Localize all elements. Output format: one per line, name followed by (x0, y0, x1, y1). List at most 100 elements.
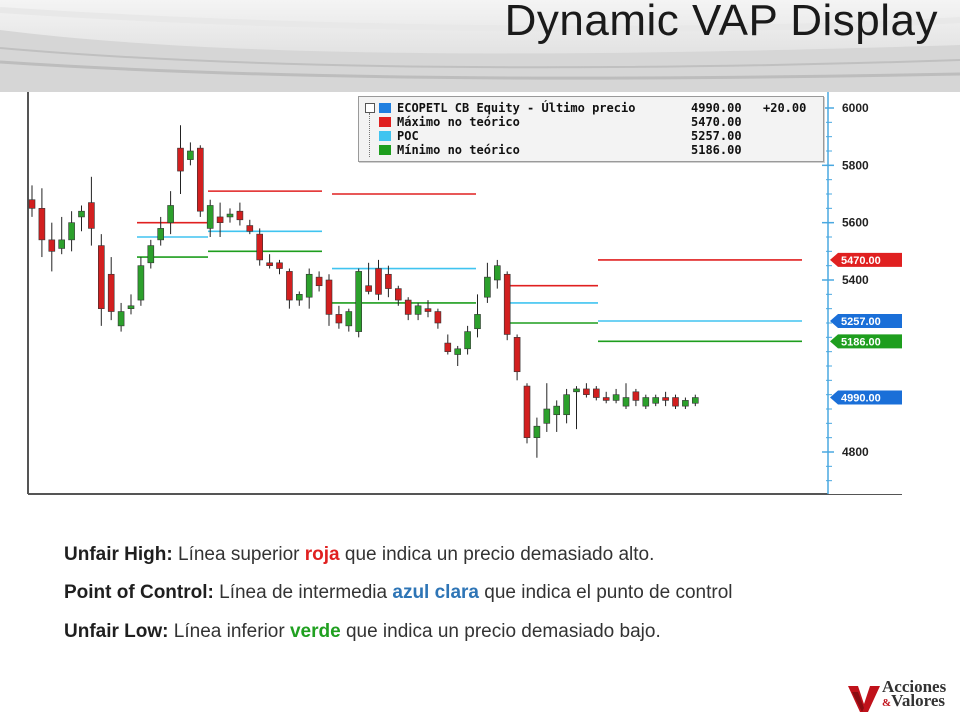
candle-body (642, 397, 650, 407)
candle-body (365, 285, 372, 292)
candle-body (38, 208, 46, 241)
desc-keyword-blue: azul clara (392, 582, 479, 603)
candle-body (691, 397, 699, 404)
candle-body (464, 331, 471, 350)
candle-body (474, 314, 481, 330)
desc-unfair-low: Unfair Low: Línea inferior verde que ind… (64, 621, 661, 643)
candle-body (98, 245, 105, 309)
legend-name: ECOPETL CB Equity - Último precio (397, 101, 636, 115)
y-tick-label: 4800 (842, 445, 869, 459)
candle-body (375, 268, 382, 295)
candle-body (573, 388, 580, 393)
candle-body (147, 245, 155, 264)
company-logo: Acciones &Valores (846, 678, 946, 716)
candle-body (523, 385, 531, 438)
candle-body (246, 225, 254, 232)
price-tag (830, 334, 902, 349)
candle-body (107, 273, 115, 312)
candle-body (197, 147, 204, 212)
candle-body (177, 147, 184, 172)
legend-value: 4990.00 (691, 101, 742, 115)
collapse-icon[interactable] (365, 103, 375, 113)
candle-body (612, 394, 620, 401)
candle-body (682, 400, 689, 407)
candle-body (553, 405, 561, 416)
candle-body (206, 205, 214, 229)
candle-body (404, 299, 412, 315)
y-tick-label: 5800 (842, 158, 869, 172)
candle-body (266, 262, 273, 266)
candle-body (652, 397, 660, 404)
tree-connector (369, 113, 371, 157)
candle-body (503, 273, 511, 335)
desc-text: que indica el punto de control (478, 582, 733, 603)
legend-value: 5257.00 (691, 129, 742, 143)
candle-body (602, 397, 610, 401)
candle-body (484, 276, 491, 298)
candle-body (583, 388, 590, 395)
candle-body (385, 273, 392, 289)
candle-body (543, 408, 551, 424)
legend-swatch (379, 117, 391, 127)
candle-body (256, 233, 264, 261)
desc-label: Unfair High: (64, 544, 173, 565)
candle-body (434, 311, 442, 324)
candle-body (315, 276, 323, 287)
candle-body (424, 308, 432, 312)
price-tag (830, 252, 902, 267)
desc-keyword-green: verde (289, 621, 341, 642)
y-tick-label: 6000 (842, 101, 869, 115)
candle-body (226, 213, 234, 218)
logo-line1: Acciones (882, 677, 947, 696)
price-tag-label: 5257.00 (841, 316, 881, 328)
header-band (0, 0, 960, 92)
candle-body (127, 305, 135, 309)
candle-body (533, 425, 541, 438)
logo-amp: & (882, 697, 892, 709)
candle-body (513, 337, 521, 373)
legend-change: +20.00 (763, 101, 807, 115)
chart-legend: ECOPETL CB Equity - Último precio 4990.0… (358, 96, 824, 162)
desc-text: Línea superior (172, 544, 305, 565)
logo-line2: Valores (891, 691, 946, 710)
legend-name: Máximo no teórico (397, 115, 520, 129)
candle-body (662, 397, 669, 401)
desc-unfair-high: Unfair High: Línea superior roja que ind… (64, 544, 654, 566)
candle-body (48, 239, 56, 252)
desc-label: Point of Control: (64, 582, 214, 603)
price-tag (830, 313, 902, 328)
candle-body (236, 210, 244, 221)
candle-body (28, 199, 36, 209)
price-tag-label: 5470.00 (841, 255, 881, 267)
candle-body (276, 262, 283, 269)
y-tick-label: 5600 (842, 216, 869, 230)
candle-body (414, 305, 422, 315)
candle-body (444, 342, 452, 352)
legend-swatch (379, 131, 391, 141)
slide-title: Dynamic VAP Display (504, 0, 938, 45)
candle-body (58, 239, 66, 249)
header-swoosh (0, 7, 960, 92)
candle-body (335, 314, 343, 324)
candle-body (78, 210, 85, 218)
desc-keyword-red: roja (304, 544, 340, 565)
candle-body (345, 311, 353, 327)
legend-name: POC (397, 129, 419, 143)
candle-body (68, 222, 75, 241)
candle-body (394, 288, 402, 301)
candle-body (622, 397, 630, 407)
candle-body (563, 394, 570, 416)
price-tag (830, 390, 902, 405)
candle-body (216, 216, 224, 223)
candle-body (325, 279, 333, 315)
candle-body (167, 205, 174, 223)
candle-body (454, 348, 462, 355)
candle-body (493, 265, 501, 281)
legend-name: Mínimo no teórico (397, 143, 520, 157)
vap-chart: 600058005600540048005470.005257.005186.0… (27, 92, 902, 495)
price-tag-label: 5186.00 (841, 336, 881, 348)
candle-body (672, 397, 679, 407)
desc-label: Unfair Low: (64, 621, 169, 642)
candle-body (187, 150, 194, 160)
price-tag-label: 4990.00 (841, 393, 881, 405)
